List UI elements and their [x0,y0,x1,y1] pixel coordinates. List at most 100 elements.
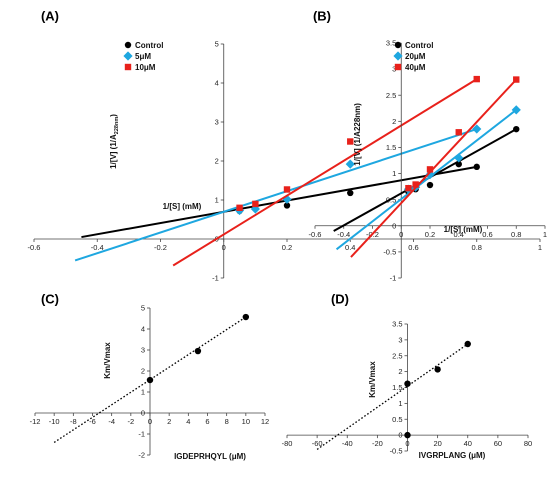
x-tick-label: -0.2 [154,243,167,252]
x-tick-label: -80 [282,439,293,448]
y-tick-label: -1 [212,274,219,283]
x-tick-label: 1 [538,243,542,252]
x-tick-label: 0.6 [482,230,492,239]
legend-label: Control [405,41,433,50]
trend-line [74,128,478,262]
y-tick-label: 2 [215,157,219,166]
data-point [146,376,154,384]
y-axis-label: 1/[V] (1/A228nm) [109,114,120,169]
data-point [454,153,464,163]
y-tick-label: 2.5 [392,351,402,360]
y-tick-label: -1 [390,274,397,283]
legend-marker [394,41,402,49]
data-point [252,200,259,208]
y-axis-label-main: 1/[V] (1/A [109,134,118,169]
x-tick-label: 4 [186,417,190,426]
x-tick-label: 80 [524,439,532,448]
data-point [404,380,411,387]
panel-c: (C)-12 -10 -8 -6 -4 -2 0 2 4 6 8 10 12-2-1012345IGDE… [30,291,270,461]
data-point [511,105,521,115]
legend-marker [393,51,403,61]
x-tick-label: -2 [127,417,134,426]
x-tick-label: 0.4 [454,230,464,239]
legend-label: 20μM [405,52,426,61]
x-tick-label: 10 [242,417,250,426]
x-tick-label: 0.8 [511,230,521,239]
x-axis-label: IGDEPRHQYL (μM) [174,452,246,461]
x-tick-label: -6 [89,417,96,426]
x-tick-label: 20 [433,439,441,448]
x-tick-label: 0.2 [425,230,435,239]
y-tick-label: 2.5 [386,91,396,100]
x-tick-label: 0 [222,243,226,252]
x-tick-label: 0.4 [345,243,355,252]
data-point [404,431,411,439]
y-tick-label: 2 [398,367,402,376]
y-tick-label: 3 [398,335,402,344]
y-axis-label: 1/[V] (1/A228nm) [353,103,362,166]
y-tick-label: 5 [215,40,219,49]
panel-title: (C) [41,291,59,306]
x-tick-label: 40 [464,439,472,448]
data-point [473,163,480,171]
x-axis-label: 1/[S] (mM) [163,202,202,211]
y-tick-label: 3 [392,65,396,74]
y-tick-label: 3 [215,118,219,127]
x-tick-label: -10 [49,417,60,426]
panel-title: (A) [41,8,59,23]
y-tick-label: 0 [398,431,402,440]
y-tick-label: 0 [141,409,145,418]
trend-line [81,165,477,239]
x-tick-label: 8 [225,417,229,426]
data-point [455,160,462,168]
x-tick-label: -0.4 [337,230,350,239]
legend-marker [124,41,132,49]
y-tick-label: 4 [215,79,219,88]
legend-marker [124,63,132,71]
y-tick-label: 1 [215,196,219,205]
y-tick-label: -2 [138,451,145,460]
x-axis-label: 1/[S] (mM) [444,225,483,234]
x-tick-label: 0 [399,230,403,239]
data-point [434,366,441,373]
trend-line [172,78,478,267]
data-point [283,186,291,193]
y-tick-label: 1 [398,399,402,408]
data-point [513,76,520,83]
y-axis-label-main: Km/Vmax [368,361,377,398]
data-point [472,124,482,134]
x-tick-label: 0 [148,417,152,426]
x-tick-label: -0.6 [28,243,41,252]
y-tick-label: 4 [141,325,145,334]
panel-title: (B) [313,8,331,23]
data-point [513,125,520,133]
y-tick-label: 2 [392,117,396,126]
data-point [194,347,202,355]
y-axis-label: Km/Vmax [103,342,112,379]
y-tick-label: 1 [141,388,145,397]
y-axis-label-main: 1/[V] (1/A228nm) [353,103,362,166]
panel-title: (D) [331,291,349,306]
x-tick-label: -4 [108,417,115,426]
x-tick-label: 1 [543,230,547,239]
x-tick-label: -12 [30,417,41,426]
y-tick-label: 5 [141,304,145,313]
data-point [283,202,291,209]
x-axis-label: IVGRPLANG (μM) [419,451,486,460]
y-tick-label: -0.5 [390,447,403,456]
data-point [236,204,243,211]
data-point [412,181,419,188]
x-tick-label: 12 [261,417,269,426]
data-point [473,75,480,83]
x-tick-label: 0.2 [282,243,292,252]
legend-label: Control [135,41,163,50]
legend-marker [394,63,402,71]
y-tick-label: 0.5 [392,415,402,424]
y-axis-label-sub: 228nm [114,117,120,135]
legend-label: 10μM [135,63,156,72]
x-tick-label: 6 [205,417,209,426]
data-point [347,189,354,197]
x-tick-label: -40 [342,439,353,448]
data-point [426,181,434,189]
